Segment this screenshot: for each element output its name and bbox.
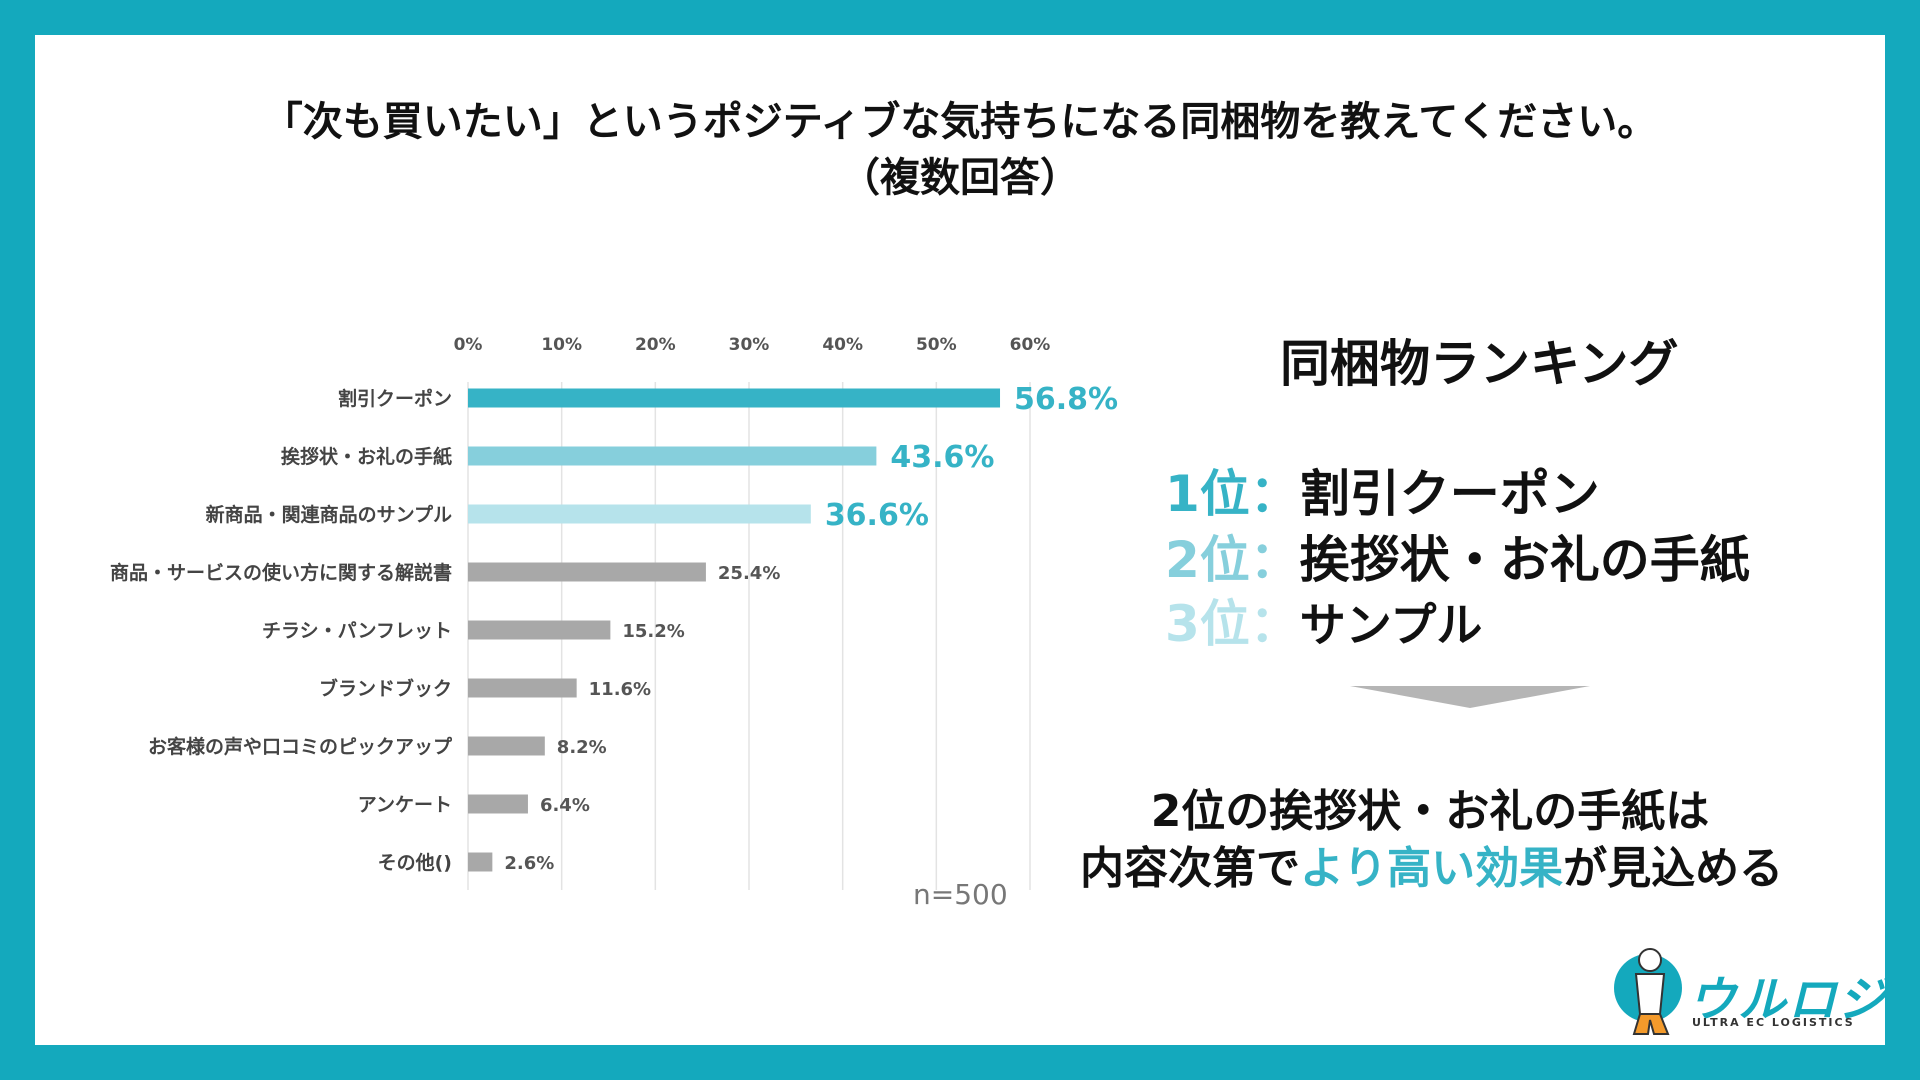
bar bbox=[468, 562, 706, 582]
category-label: ブランドブック bbox=[319, 677, 452, 700]
down-arrow-icon bbox=[1350, 686, 1590, 708]
logo-wordmark: ウルロジ bbox=[1688, 972, 1889, 1028]
x-tick-label: 30% bbox=[729, 335, 770, 355]
conclusion-highlight: より高い効果 bbox=[1300, 843, 1564, 894]
bar bbox=[468, 852, 493, 872]
bar bbox=[468, 736, 545, 756]
value-label: 25.4% bbox=[718, 563, 780, 584]
page-title: 「次も買いたい」というポジティブな気持ちになる同梱物を教えてください。 bbox=[262, 99, 1658, 145]
sample-size-note: n=500 bbox=[913, 878, 1008, 911]
ranking-sep-1: ： bbox=[1249, 465, 1300, 523]
slide bbox=[35, 35, 1885, 1045]
x-tick-label: 60% bbox=[1010, 335, 1051, 355]
x-tick-label: 20% bbox=[635, 335, 676, 355]
category-label: 商品・サービスの使い方に関する解説書 bbox=[110, 561, 452, 584]
logo-mascot-icon bbox=[1614, 948, 1682, 1035]
ranking-heading: 同梱物ランキング bbox=[1280, 335, 1679, 393]
ranking-pos-3: 3位 bbox=[1165, 595, 1250, 653]
bar bbox=[468, 620, 611, 640]
x-tick-label: 0% bbox=[454, 335, 483, 355]
value-label: 6.4% bbox=[540, 795, 590, 816]
value-label: 8.2% bbox=[557, 737, 607, 758]
ranking-sep-2: ： bbox=[1249, 531, 1300, 589]
ranking-sep-3: ： bbox=[1249, 595, 1300, 653]
category-label: 新商品・関連商品のサンプル bbox=[206, 503, 452, 526]
value-label: 56.8% bbox=[1014, 382, 1118, 417]
ranking-item-3: 3位：サンプル bbox=[1165, 584, 1482, 656]
bar bbox=[468, 678, 577, 698]
value-label: 36.6% bbox=[825, 498, 929, 533]
ranking-name-2: 挨拶状・お礼の手紙 bbox=[1299, 531, 1750, 589]
value-label: 11.6% bbox=[589, 679, 651, 700]
ranking-name-3: サンプル bbox=[1299, 598, 1483, 652]
x-tick-label: 50% bbox=[916, 335, 957, 355]
ranking-pos-1: 1位 bbox=[1165, 465, 1250, 523]
category-label: お客様の声や口コミのピックアップ bbox=[148, 735, 453, 758]
value-label: 43.6% bbox=[890, 440, 994, 475]
conclusion-pre: 内容次第で bbox=[1080, 843, 1300, 894]
conclusion-post: が見込める bbox=[1563, 843, 1784, 894]
x-tick-label: 10% bbox=[541, 335, 582, 355]
category-label: 挨拶状・お礼の手紙 bbox=[281, 445, 452, 468]
bar bbox=[468, 794, 528, 814]
ranking-item-2: 2位：挨拶状・お礼の手紙 bbox=[1165, 520, 1750, 592]
category-label: その他() bbox=[378, 851, 452, 874]
bar bbox=[468, 446, 877, 466]
x-tick-label: 40% bbox=[822, 335, 863, 355]
category-label: チラシ・パンフレット bbox=[262, 620, 452, 642]
ranking-item-1: 1位：割引クーポン bbox=[1165, 454, 1600, 526]
value-label: 15.2% bbox=[622, 621, 684, 642]
value-label: 2.6% bbox=[504, 853, 554, 874]
conclusion-line-2: 内容次第でより高い効果が見込める bbox=[1080, 832, 1784, 896]
ranking-pos-2: 2位 bbox=[1165, 531, 1250, 589]
page-subtitle: （複数回答） bbox=[840, 155, 1080, 201]
bar bbox=[468, 504, 811, 524]
category-label: 割引クーポン bbox=[338, 387, 452, 410]
logo-subtitle: ULTRA EC LOGISTICS bbox=[1692, 1016, 1855, 1029]
bar bbox=[468, 388, 1001, 408]
conclusion-line-1: 2位の挨拶状・お礼の手紙は bbox=[1150, 786, 1710, 837]
ranking-name-1: 割引クーポン bbox=[1299, 465, 1600, 523]
category-label: アンケート bbox=[358, 794, 452, 816]
